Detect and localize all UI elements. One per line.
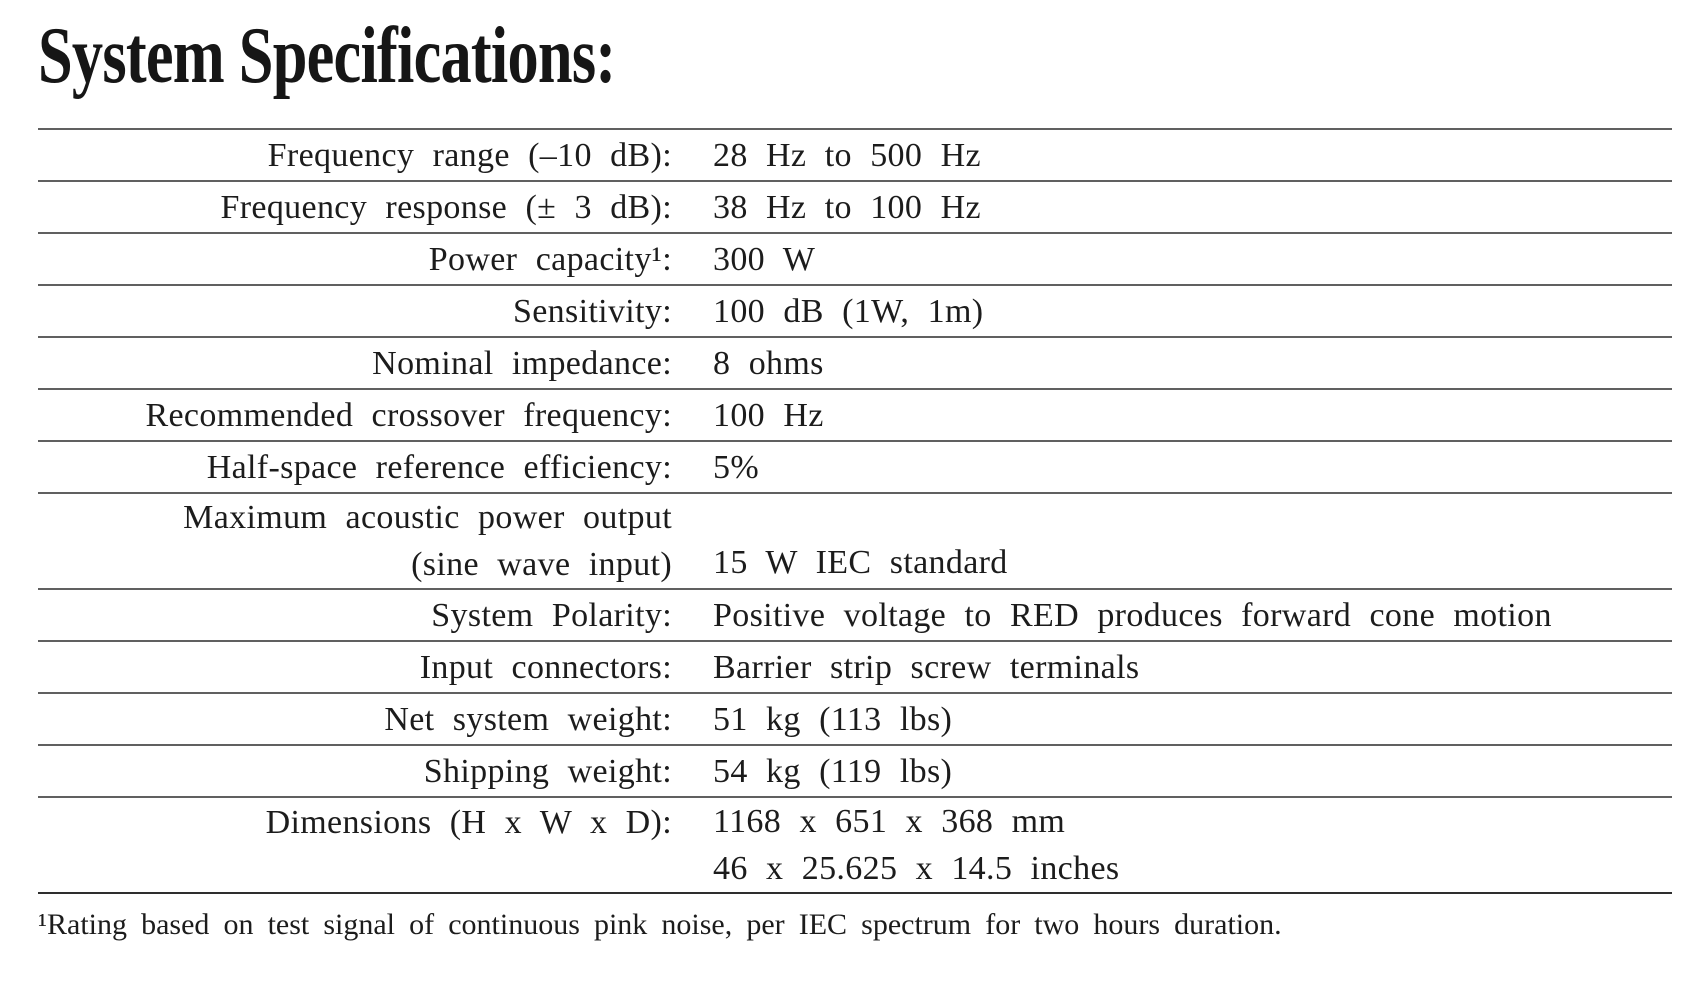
spec-value-line: 1168 x 651 x 368 mm <box>713 803 1066 840</box>
spec-row: Recommended crossover frequency: 100 Hz <box>38 388 1672 440</box>
spec-table: Frequency range (–10 dB): 28 Hz to 500 Hz… <box>38 128 1672 894</box>
spec-value: 54 kg (119 lbs) <box>713 746 1672 796</box>
spec-value: 5% <box>713 442 1672 492</box>
spec-label: System Polarity: <box>38 590 672 640</box>
spec-label: Frequency response (± 3 dB): <box>38 182 672 232</box>
spec-value-line: 100 Hz <box>713 396 824 434</box>
spec-label: Dimensions (H x W x D): <box>38 798 672 892</box>
spec-value-line: 5% <box>713 448 760 486</box>
spec-label-line: System Polarity: <box>431 596 672 634</box>
spec-sheet-content: System Specifications: Frequency range (… <box>38 0 1672 943</box>
spec-label-line: Input connectors: <box>419 648 672 686</box>
spec-row: Half-space reference efficiency: 5% <box>38 440 1672 492</box>
spec-label-line: Frequency range (–10 dB): <box>267 136 672 174</box>
spec-row: Shipping weight: 54 kg (119 lbs) <box>38 744 1672 796</box>
spec-value-line: 46 x 25.625 x 14.5 inches <box>713 850 1120 887</box>
spec-label: Shipping weight: <box>38 746 672 796</box>
spec-label-line: Half-space reference efficiency: <box>206 448 672 486</box>
spec-label-line: Recommended crossover frequency: <box>145 396 672 434</box>
spec-row: System Polarity: Positive voltage to RED … <box>38 588 1672 640</box>
spec-row: Net system weight: 51 kg (113 lbs) <box>38 692 1672 744</box>
spec-value-line: 100 dB (1W, 1m) <box>713 292 984 330</box>
spec-label: Nominal impedance: <box>38 338 672 388</box>
spec-value-line: 300 W <box>713 240 816 278</box>
spec-label-line: Maximum acoustic power output <box>183 499 672 536</box>
spec-row: Frequency range (–10 dB): 28 Hz to 500 Hz <box>38 128 1672 180</box>
spec-row: Sensitivity: 100 dB (1W, 1m) <box>38 284 1672 336</box>
spec-row: Frequency response (± 3 dB): 38 Hz to 100… <box>38 180 1672 232</box>
spec-value: 8 ohms <box>713 338 1672 388</box>
spec-label-line: Shipping weight: <box>423 752 672 790</box>
spec-label: Power capacity¹: <box>38 234 672 284</box>
spec-value: 100 Hz <box>713 390 1672 440</box>
spec-label-line: Frequency response (± 3 dB): <box>220 188 672 226</box>
spec-label-line: Power capacity¹: <box>428 240 672 278</box>
spec-label-line: (sine wave input) <box>411 546 672 583</box>
spec-row: Power capacity¹: 300 W <box>38 232 1672 284</box>
spec-row: Nominal impedance: 8 ohms <box>38 336 1672 388</box>
spec-value-line: 54 kg (119 lbs) <box>713 752 953 790</box>
spec-value-line: 8 ohms <box>713 344 824 382</box>
page-title: System Specifications: <box>38 12 616 100</box>
spec-row: Maximum acoustic power output (sine wave … <box>38 492 1672 588</box>
spec-label: Frequency range (–10 dB): <box>38 130 672 180</box>
spec-label: Input connectors: <box>38 642 672 692</box>
spec-label: Recommended crossover frequency: <box>38 390 672 440</box>
spec-label: Net system weight: <box>38 694 672 744</box>
spec-label-line: Net system weight: <box>384 700 672 738</box>
footnote: ¹Rating based on test signal of continuo… <box>38 908 1282 941</box>
spec-value-line: Positive voltage to RED produces forward… <box>713 596 1552 634</box>
spec-row: Input connectors: Barrier strip screw ter… <box>38 640 1672 692</box>
spec-value: 300 W <box>713 234 1672 284</box>
spec-value: Barrier strip screw terminals <box>713 642 1672 692</box>
spec-value-line: 28 Hz to 500 Hz <box>713 136 981 174</box>
spec-value-line: 15 W IEC standard <box>713 544 1008 581</box>
title-block: System Specifications: <box>38 0 1672 128</box>
spec-value: 1168 x 651 x 368 mm 46 x 25.625 x 14.5 in… <box>713 798 1672 892</box>
spec-value: 38 Hz to 100 Hz <box>713 182 1672 232</box>
spec-value: 28 Hz to 500 Hz <box>713 130 1672 180</box>
spec-value: 100 dB (1W, 1m) <box>713 286 1672 336</box>
spec-label: Half-space reference efficiency: <box>38 442 672 492</box>
spec-value-line: Barrier strip screw terminals <box>713 648 1140 686</box>
spec-label: Sensitivity: <box>38 286 672 336</box>
spec-label-line: Sensitivity: <box>513 292 672 330</box>
spec-label-line: Nominal impedance: <box>372 344 672 382</box>
spec-value: 51 kg (113 lbs) <box>713 694 1672 744</box>
spec-value-line: 51 kg (113 lbs) <box>713 700 953 738</box>
spec-value: 15 W IEC standard <box>713 494 1672 588</box>
spec-value-line: 38 Hz to 100 Hz <box>713 188 981 226</box>
spec-row: Dimensions (H x W x D): 1168 x 651 x 368 … <box>38 796 1672 892</box>
spec-label: Maximum acoustic power output (sine wave … <box>38 494 672 588</box>
spec-label-line: Dimensions (H x W x D): <box>265 804 672 841</box>
spec-value: Positive voltage to RED produces forward… <box>713 590 1672 640</box>
